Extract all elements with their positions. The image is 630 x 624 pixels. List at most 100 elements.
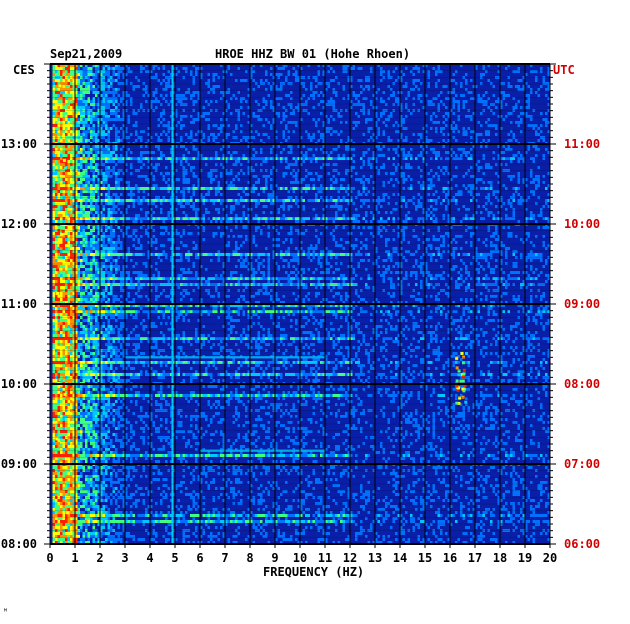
spectral-cell [90, 163, 93, 166]
spectral-cell [352, 217, 355, 220]
spectral-cell [322, 253, 325, 256]
spectral-cell [250, 70, 253, 73]
spectral-cell [192, 187, 195, 190]
spectral-cell [400, 196, 403, 199]
spectral-cell [507, 226, 510, 229]
spectral-cell [370, 211, 373, 214]
spectral-cell [527, 145, 530, 148]
spectral-cell [107, 67, 110, 70]
spectral-cell [197, 178, 200, 181]
spectral-cell [205, 208, 208, 211]
spectral-cell [340, 199, 343, 202]
spectral-cell [115, 136, 118, 139]
spectral-cell [52, 88, 55, 91]
spectral-cell [530, 265, 533, 268]
spectral-cell [252, 169, 255, 172]
spectral-cell [325, 88, 328, 91]
spectral-cell [180, 94, 183, 97]
spectral-cell [65, 112, 68, 115]
spectral-cell [87, 88, 90, 91]
spectral-cell [67, 187, 70, 190]
spectral-cell [170, 202, 173, 205]
spectral-cell [412, 229, 415, 232]
spectral-cell [430, 244, 433, 247]
spectral-cell [95, 82, 98, 85]
spectral-cell [140, 202, 143, 205]
spectral-cell [140, 166, 143, 169]
spectral-cell [62, 190, 65, 193]
spectral-cell [215, 100, 218, 103]
spectral-cell [72, 244, 75, 247]
spectral-cell [167, 232, 170, 235]
spectral-cell [455, 157, 458, 160]
spectral-cell [120, 169, 123, 172]
spectral-cell [150, 199, 153, 202]
spectral-cell [132, 199, 135, 202]
spectral-cell [547, 88, 550, 91]
spectral-cell [72, 73, 75, 76]
spectral-cell [77, 232, 80, 235]
spectral-cell [60, 178, 63, 181]
spectral-cell [295, 187, 298, 190]
spectral-cell [60, 196, 63, 199]
spectral-cell [225, 160, 228, 163]
spectral-cell [197, 91, 200, 94]
spectral-cell [522, 112, 525, 115]
spectral-cell [225, 199, 228, 202]
spectral-cell [295, 181, 298, 184]
spectral-cell [332, 157, 335, 160]
spectral-cell [237, 67, 240, 70]
spectral-cell [85, 145, 88, 148]
spectral-cell [97, 181, 100, 184]
spectral-cell [292, 265, 295, 268]
spectral-cell [105, 133, 108, 136]
spectral-cell [285, 238, 288, 241]
spectral-cell [82, 112, 85, 115]
spectral-cell [185, 67, 188, 70]
spectral-cell [82, 103, 85, 106]
spectral-cell [60, 151, 63, 154]
spectral-cell [395, 202, 398, 205]
spectral-cell [180, 217, 183, 220]
spectral-cell [57, 76, 60, 79]
spectral-cell [192, 64, 195, 67]
spectral-cell [490, 250, 493, 253]
spectral-cell [100, 118, 103, 121]
spectral-cell [237, 247, 240, 250]
spectral-cell [430, 118, 433, 121]
spectral-cell [470, 175, 473, 178]
spectral-cell [97, 226, 100, 229]
spectral-cell [242, 97, 245, 100]
spectral-cell [487, 166, 490, 169]
spectral-cell [175, 112, 178, 115]
spectral-cell [55, 199, 58, 202]
spectral-cell [517, 172, 520, 175]
spectral-cell [297, 199, 300, 202]
spectral-cell [457, 118, 460, 121]
spectral-cell [250, 136, 253, 139]
spectral-cell [340, 184, 343, 187]
spectral-cell [157, 100, 160, 103]
spectral-cell [535, 130, 538, 133]
spectral-cell [280, 97, 283, 100]
spectral-cell [60, 73, 63, 76]
spectral-cell [302, 103, 305, 106]
spectral-cell [100, 220, 103, 223]
spectral-cell [542, 136, 545, 139]
spectral-cell [325, 205, 328, 208]
spectral-cell [332, 235, 335, 238]
spectral-cell [365, 79, 368, 82]
spectral-cell [420, 196, 423, 199]
spectral-cell [167, 103, 170, 106]
spectral-cell [507, 235, 510, 238]
spectral-cell [532, 157, 535, 160]
spectral-cell [530, 253, 533, 256]
spectral-cell [290, 226, 293, 229]
spectral-cell [480, 76, 483, 79]
spectral-cell [452, 220, 455, 223]
spectral-cell [92, 133, 95, 136]
spectral-cell [245, 217, 248, 220]
spectral-cell [65, 253, 68, 256]
spectral-cell [385, 118, 388, 121]
spectral-cell [350, 166, 353, 169]
